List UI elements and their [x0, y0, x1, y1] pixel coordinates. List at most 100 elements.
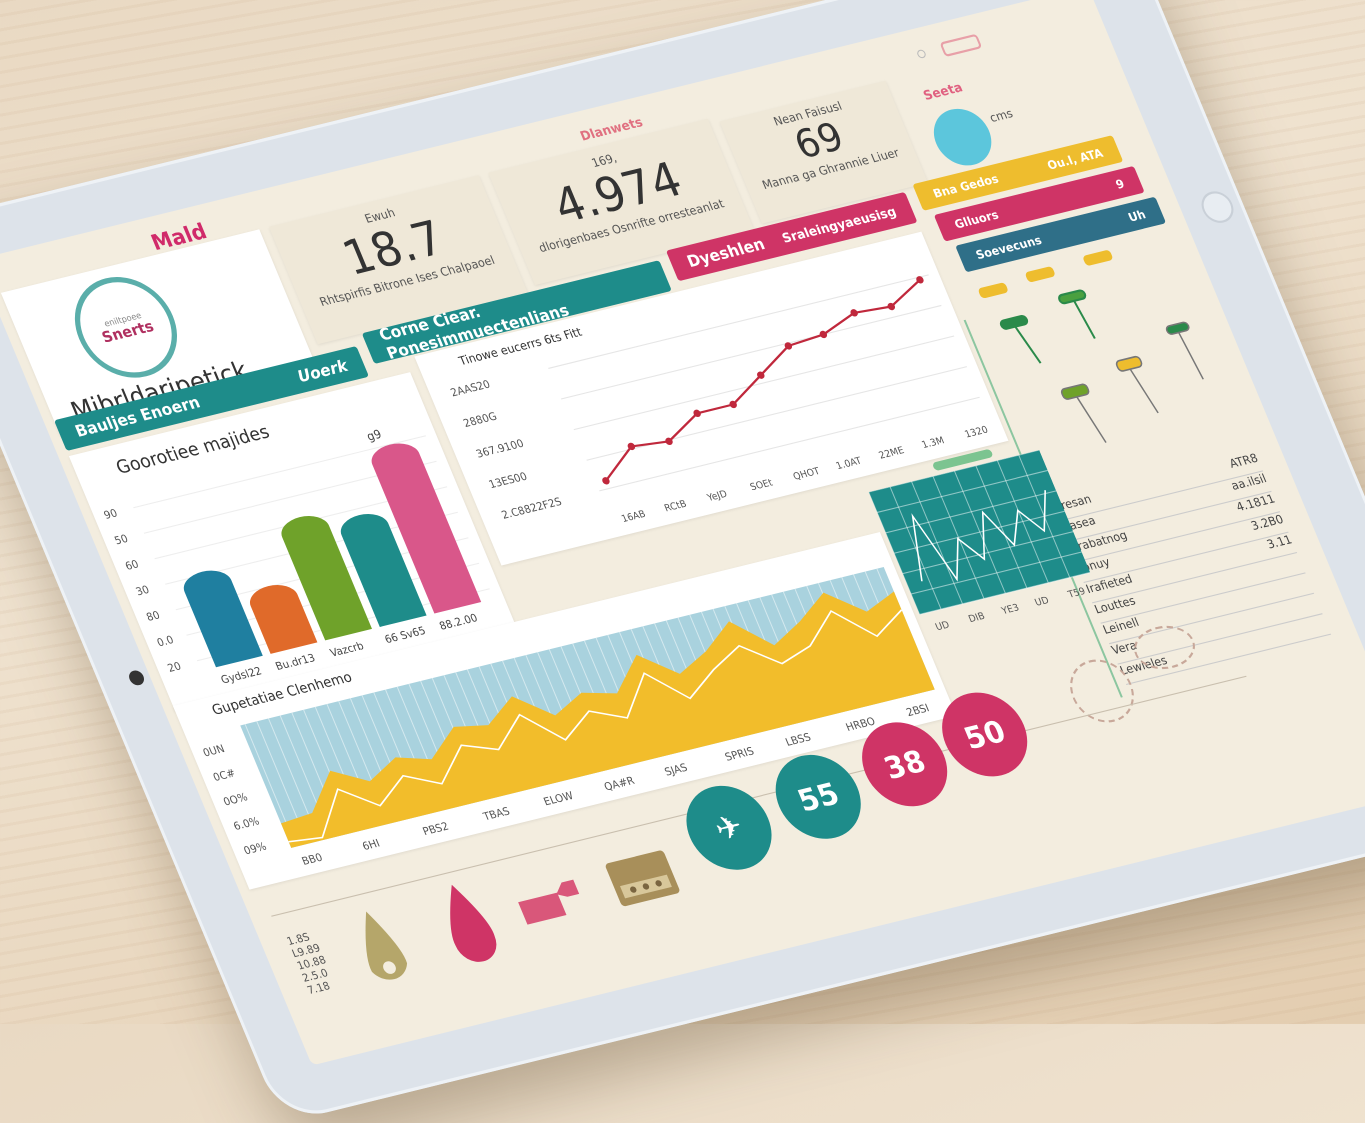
x-tick-label: 2BSI — [905, 702, 932, 719]
data-point — [693, 409, 701, 418]
teal-grid-chart: UD DIB YE3 UD T59 — [868, 450, 1091, 633]
y-tick-label: 0UN — [201, 743, 226, 760]
y-tick-label: 20 — [166, 660, 183, 675]
bar — [340, 514, 427, 627]
y-tick-label: 13ES00 — [487, 470, 529, 491]
gridline — [893, 510, 1065, 554]
gridline — [868, 450, 1040, 493]
bar-value: Ou.l, ATA — [1044, 145, 1105, 173]
y-tick-label: 80 — [145, 609, 162, 624]
x-tick-label: Gydsl22 — [219, 665, 264, 686]
drop-icon — [450, 884, 497, 962]
data-point — [665, 437, 673, 446]
data-point — [729, 400, 737, 409]
x-tick-label: 1.0AT — [834, 455, 863, 472]
gridline — [910, 551, 1082, 595]
bar-value: 9 — [1113, 176, 1127, 192]
y-tick-label: 0C# — [211, 767, 237, 784]
area-chart: 0UN 0C# 0O% 6.0% 09% BB0 6HI PBS2 TBAS ELOW QA#R SJ… — [201, 567, 935, 868]
x-tick-label: UD — [934, 619, 952, 633]
x-tick-label: T59 — [1065, 586, 1087, 601]
x-tick-label: UD — [1033, 595, 1051, 609]
y-tick-label: 0O% — [222, 791, 250, 808]
x-tick-label: RCtB — [663, 499, 689, 515]
x-tick-label: LBSS — [784, 731, 813, 749]
x-tick-label: 88.2.00 — [438, 612, 480, 633]
circle-value: 55 — [792, 775, 845, 819]
gridline — [876, 469, 1048, 513]
gridline — [599, 396, 980, 492]
x-tick-label: 16AB — [620, 509, 648, 525]
bottom-icons — [365, 850, 680, 980]
bottle-icon — [518, 879, 580, 925]
gridline — [902, 531, 1074, 575]
y-tick-label: 09% — [242, 841, 268, 858]
data-point — [850, 309, 858, 317]
data-point — [819, 330, 828, 339]
gridline — [919, 571, 1091, 615]
x-tick-label: BB0 — [300, 851, 325, 867]
y-tick-label: 6.0% — [232, 815, 262, 833]
y-tick-label: 50 — [113, 533, 130, 548]
bar-value-label: g9 — [364, 427, 383, 444]
pin-markers-panel — [978, 250, 1204, 443]
y-tick-label: 60 — [123, 558, 140, 573]
box-icon — [605, 850, 680, 907]
line-chart-card: Tinowe eucerrs 6ts Fitt 2AAS20 2880G 367.9… — [414, 231, 1009, 566]
x-tick-label: SOEt — [749, 477, 775, 493]
bar-chart: 90 50 60 30 80 0.0 20 Gydsl22 Bu.dr13 Vazcrb 66 Sv… — [102, 427, 490, 687]
bar-label: Soevecuns — [973, 232, 1044, 262]
area-chart-card: Gupetatiae Clenhemo 0UN 0C# 0O% 6.0% 09% BB0 6… — [173, 532, 957, 890]
y-tick-label: 90 — [102, 507, 119, 522]
bar-value: Uh — [1125, 207, 1148, 225]
x-tick-label: 1.3M — [920, 435, 946, 451]
x-tick-label: SJAS — [663, 762, 690, 779]
area-overlay-line — [288, 609, 903, 843]
drop-icon — [365, 911, 408, 980]
status-circle-label: cms — [987, 106, 1016, 126]
y-tick-label: 0.0 — [155, 634, 176, 649]
x-tick-label: 6HI — [361, 837, 382, 853]
data-point — [784, 342, 793, 350]
data-point — [916, 276, 924, 284]
y-tick-label: 2AAS20 — [449, 378, 492, 399]
dashboard-screen: Mald Dlanwets Seeta eniltpoee Snerts Mib… — [0, 0, 1365, 1066]
line-chart: 2AAS20 2880G 367.9100 13ES00 2.C8822F2S 16AB R… — [449, 274, 990, 525]
x-tick-label: Vazcrb — [328, 640, 366, 660]
y-tick-label: 30 — [134, 584, 151, 599]
pin-icon — [978, 250, 1113, 299]
bar — [281, 516, 372, 641]
settings-dot-icon[interactable] — [915, 48, 928, 59]
line-series — [911, 490, 1046, 582]
bar-chart-card: Goorotiee majides 90 50 60 30 80 0.0 20 Gydsl22… — [68, 372, 517, 712]
left-header-action[interactable]: Uoerk — [294, 355, 351, 387]
x-tick-label: 66 Sv65 — [383, 625, 428, 646]
pin-icon — [1060, 321, 1204, 443]
y-tick-label: 367.9100 — [474, 438, 526, 461]
gridline — [573, 335, 955, 431]
battery-icon — [939, 33, 983, 58]
x-tick-label: TBAS — [481, 805, 513, 823]
count-circle-1[interactable]: 55 — [762, 746, 875, 848]
x-tick-label: 1320 — [963, 424, 990, 440]
bar — [371, 443, 482, 614]
x-tick-label: DIB — [967, 611, 987, 625]
area-series — [281, 591, 935, 848]
right-label: Seeta — [921, 79, 965, 104]
pin-icon — [999, 289, 1096, 364]
gridline — [560, 304, 942, 400]
x-tick-label: Bu.dr13 — [274, 652, 317, 673]
x-tick-label: PBS2 — [421, 820, 451, 838]
gridline — [133, 435, 427, 509]
x-tick-label: YE3 — [999, 602, 1021, 617]
x-tick-label: 22ME — [877, 445, 906, 462]
profile-badge: eniltpoee Snerts — [58, 266, 194, 388]
y-tick-label: 2.C8822F2S — [500, 496, 564, 522]
bar — [250, 584, 318, 654]
data-point — [627, 442, 636, 451]
y-tick-label: 2880G — [462, 410, 499, 430]
circle-value: 38 — [878, 742, 931, 786]
x-tick-label: QA#R — [602, 775, 637, 794]
bar-label: Bna Gedos — [930, 171, 1001, 201]
